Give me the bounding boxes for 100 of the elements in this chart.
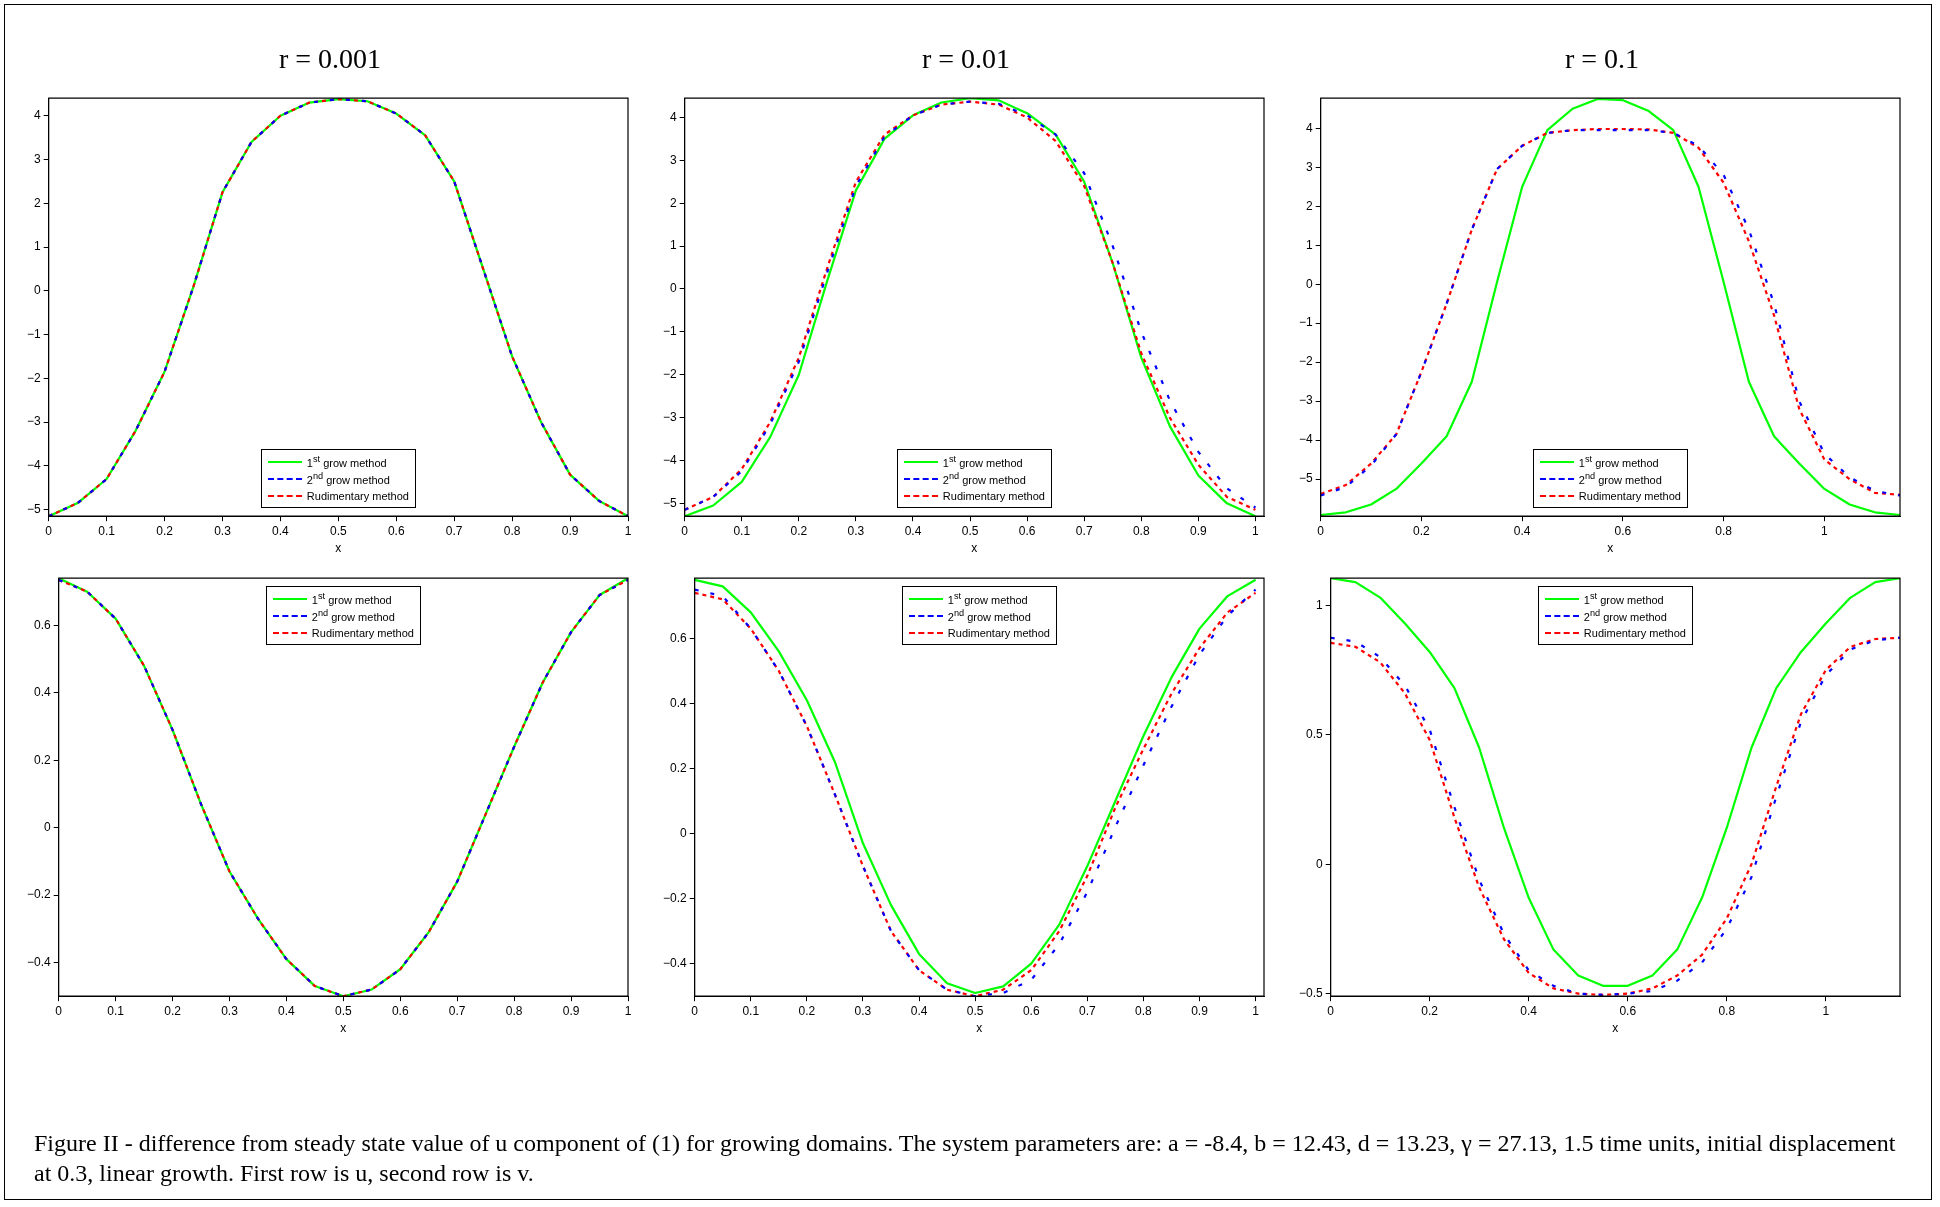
- y-tick-label: 0: [669, 281, 677, 296]
- x-tick-label: 0: [55, 1003, 63, 1018]
- y-tick-label: 2: [1305, 198, 1313, 213]
- y-tick-label: 3: [1305, 159, 1313, 174]
- x-tick-label: 1: [1252, 1003, 1260, 1018]
- legend-label: 2$^{nd}$ grow method: [947, 608, 1031, 624]
- y-tick-label: −4: [26, 458, 41, 473]
- x-tick-label: 0.2: [164, 1003, 182, 1018]
- y-tick-label: 0.5: [1306, 727, 1324, 742]
- x-tick-label: 1: [624, 523, 632, 538]
- y-tick-label: 3: [33, 151, 41, 166]
- x-tick-label: 0.3: [221, 1003, 239, 1018]
- y-tick-label: −5: [662, 495, 677, 510]
- x-axis-title: x: [340, 1021, 347, 1036]
- y-tick-label: −5: [26, 501, 41, 516]
- x-tick-label: 0.2: [790, 523, 808, 538]
- legend-label: Rudimentary method: [947, 626, 1050, 639]
- x-tick-label: 0.7: [1078, 1003, 1096, 1018]
- x-tick-label: 0.9: [1191, 1003, 1209, 1018]
- legend-label: Rudimentary method: [306, 489, 409, 502]
- y-tick-label: 1: [1316, 597, 1323, 612]
- legend-label: 2$^{nd}$ grow method: [1583, 608, 1667, 624]
- y-tick-label: 4: [1305, 120, 1313, 135]
- legend-label: Rudimentary method: [1578, 489, 1681, 502]
- x-tick-label: 1: [1821, 523, 1829, 538]
- x-tick-label: 0.1: [107, 1003, 125, 1018]
- legend-label: 2$^{nd}$ grow method: [942, 471, 1026, 487]
- legend-label: 2$^{nd}$ grow method: [306, 471, 390, 487]
- x-tick-label: 0.4: [1520, 1003, 1538, 1018]
- y-tick-label: 0.6: [34, 617, 52, 632]
- x-tick-label: 0.7: [445, 523, 463, 538]
- y-tick-label: 1: [1305, 237, 1313, 252]
- x-tick-label: 0.5: [961, 523, 979, 538]
- x-axis-title: x: [335, 541, 342, 556]
- legend-label: 1$^{st}$ grow method: [1578, 454, 1659, 470]
- x-tick-label: 0.1: [98, 523, 116, 538]
- x-tick-label: 0.5: [330, 523, 347, 538]
- y-tick-label: 4: [669, 109, 677, 124]
- y-tick-label: −0.4: [26, 954, 51, 969]
- x-tick-label: 0.6: [1619, 1003, 1637, 1018]
- y-tick-label: −0.5: [1298, 985, 1323, 1000]
- y-tick-label: −0.4: [662, 955, 687, 970]
- legend-label: Rudimentary method: [1583, 626, 1686, 639]
- y-tick-label: 0.2: [670, 760, 688, 775]
- y-tick-label: 0: [44, 819, 51, 834]
- x-tick-label: 0: [1327, 1003, 1335, 1018]
- y-tick-label: 0.4: [34, 685, 52, 700]
- y-tick-label: 2: [33, 195, 41, 210]
- x-tick-label: 0.6: [1022, 1003, 1040, 1018]
- x-tick-label: 1: [1252, 523, 1260, 538]
- y-tick-label: 0.6: [670, 630, 688, 645]
- y-tick-label: 0: [680, 825, 687, 840]
- legend-label: 2$^{nd}$ grow method: [1578, 471, 1662, 487]
- x-tick-label: 0.8: [1715, 523, 1733, 538]
- x-tick-label: 0.6: [387, 523, 405, 538]
- x-tick-label: 0.4: [910, 1003, 928, 1018]
- y-tick-label: 3: [669, 152, 677, 167]
- x-tick-label: 0: [691, 1003, 699, 1018]
- legend-label: Rudimentary method: [942, 489, 1045, 502]
- x-tick-label: 0.2: [798, 1003, 816, 1018]
- x-tick-label: 0.5: [966, 1003, 984, 1018]
- x-tick-label: 0.9: [561, 523, 579, 538]
- x-tick-label: 0.4: [904, 523, 922, 538]
- x-tick-label: 0.6: [1614, 523, 1632, 538]
- y-tick-label: 0: [33, 283, 41, 298]
- x-tick-label: 0.7: [1075, 523, 1093, 538]
- x-axis-title: x: [1607, 541, 1614, 556]
- x-tick-label: 0.6: [1018, 523, 1036, 538]
- x-tick-label: 0.8: [1132, 523, 1150, 538]
- y-tick-label: 1: [669, 238, 677, 253]
- x-tick-label: 0.8: [505, 1003, 523, 1018]
- y-tick-label: −4: [1298, 432, 1313, 447]
- x-tick-label: 0.4: [1513, 523, 1531, 538]
- x-axis-title: x: [976, 1021, 983, 1036]
- y-tick-label: 2: [669, 195, 677, 210]
- y-tick-label: −3: [1298, 393, 1313, 408]
- x-tick-label: 0.5: [335, 1003, 353, 1018]
- x-tick-label: 0.1: [733, 523, 751, 538]
- x-tick-label: 0.6: [391, 1003, 409, 1018]
- y-tick-label: 0: [1305, 276, 1313, 291]
- x-tick-label: 0.9: [562, 1003, 580, 1018]
- x-tick-label: 0.4: [272, 523, 290, 538]
- x-tick-label: 0.8: [503, 523, 521, 538]
- chart-title: r = 0.001: [277, 42, 383, 76]
- x-tick-label: 0.9: [1190, 523, 1208, 538]
- y-tick-label: −2: [26, 370, 41, 385]
- x-tick-label: 0.7: [448, 1003, 466, 1018]
- y-tick-label: −0.2: [26, 887, 51, 902]
- legend-label: 1$^{st}$ grow method: [947, 591, 1028, 607]
- x-tick-label: 0.2: [1421, 1003, 1439, 1018]
- x-tick-label: 0.3: [854, 1003, 872, 1018]
- chart-title: r = 0.1: [1563, 42, 1641, 76]
- chart-title: r = 0.01: [920, 42, 1012, 76]
- y-tick-label: 0.2: [34, 752, 52, 767]
- y-tick-label: −4: [662, 452, 677, 467]
- x-tick-label: 1: [1822, 1003, 1830, 1018]
- y-tick-label: 1: [33, 239, 41, 254]
- x-tick-label: 0.8: [1718, 1003, 1736, 1018]
- legend-label: Rudimentary method: [311, 626, 414, 639]
- y-tick-label: −3: [662, 409, 677, 424]
